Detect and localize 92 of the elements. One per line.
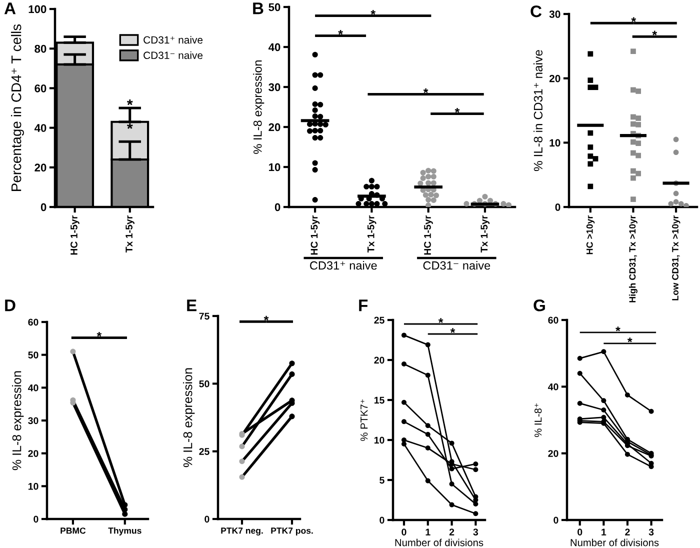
x-axis-title: Number of divisions [395,538,484,546]
annotation: * [438,318,444,323]
x-tick-label: High CD31, Tx >10yr [628,215,638,302]
chart-title: A [4,2,16,14]
y-tick-label: 40 [548,383,558,390]
y-axis-title: % IL-8 expression [253,60,264,154]
y-axis-title: % IL-8 in CD31⁺ naive [534,50,542,172]
y-tick-label: 40 [34,124,46,132]
x-tick-label: 2 [449,528,454,536]
x-tick-label: Tx 1-5yr [480,215,490,253]
y-tick-label: 25 [199,448,210,455]
x-tick-label: 3 [473,528,478,536]
annotation: * [454,108,460,113]
x-tick-label: HC 1-5yr [310,215,320,255]
x-tick-label: HC 1-5yr [70,215,80,255]
x-tick-label: HC >10yr [586,215,595,254]
annotation: * [652,30,658,36]
y-tick-label: 25 [374,316,384,324]
y-axis-title: % IL-8⁺ [534,403,542,437]
x-tick-label: Thymus [108,527,142,536]
x-tick-label: 2 [625,528,630,536]
annotation: * [631,17,636,22]
legend-label: CD31⁺ naive [144,36,203,44]
annotation: * [627,338,632,342]
y-tick-label: 5 [380,476,384,484]
y-tick-label: 60 [28,318,38,326]
annotation: * [616,326,620,332]
y-tick-label: 20 [548,450,558,457]
annotation: * [370,10,376,15]
legend-label: CD31⁻ naive [144,51,203,60]
text: CD31⁻ naive [423,261,490,270]
y-tick-label: 30 [268,83,280,92]
y-tick-label: 0 [274,203,280,212]
y-tick-label: 20 [374,356,384,364]
annotation: * [96,332,102,337]
annotation: * [126,123,133,129]
y-tick-label: 80 [34,44,46,53]
chart-title: F [359,300,368,312]
chart-title: C [530,5,542,18]
text: CD31⁺ naive [310,261,377,270]
y-tick-label: 0 [204,516,210,523]
y-tick-label: 0 [554,516,558,524]
x-tick-label: 0 [402,528,406,536]
x-tick-label: HC 1-5yr [424,215,433,255]
annotation: * [264,316,269,321]
annotation: * [423,88,428,94]
y-tick-label: 20 [34,164,46,172]
y-tick-label: 0 [555,204,560,211]
x-tick-label: Low CD31, Tx >10yr [672,215,680,300]
y-tick-label: 0 [380,516,384,524]
y-axis-title: % PTK7⁺ [360,399,368,441]
y-axis-title: Percentage in CD4⁺ T cells [11,24,24,191]
y-tick-label: 40 [268,43,280,52]
y-tick-label: 60 [34,84,46,92]
y-tick-label: 10 [28,482,38,490]
y-tick-label: 40 [28,384,38,392]
y-tick-label: 0 [40,203,46,212]
x-tick-label: 3 [648,528,654,536]
x-axis-title: Number of divisions [570,538,659,546]
x-tick-label: PBMC [60,528,86,534]
x-tick-label: Tx 1-5yr [126,215,134,253]
annotation: * [126,99,133,106]
chart-title: D [5,300,16,312]
y-tick-label: 75 [199,312,210,320]
y-tick-label: 50 [268,3,280,12]
y-tick-label: 60 [548,316,558,324]
y-tick-label: 20 [268,123,280,132]
annotation: * [338,30,343,35]
y-tick-label: 10 [374,436,384,444]
chart-title: E [187,300,196,312]
annotation: * [450,328,456,333]
y-tick-label: 0 [34,516,38,523]
y-tick-label: 10 [550,139,560,147]
x-tick-label: PTK7 pos. [271,528,313,536]
y-tick-label: 10 [269,163,280,172]
y-tick-label: 50 [199,380,210,388]
y-tick-label: 100 [28,5,46,14]
y-tick-label: 30 [549,10,560,18]
y-axis-title: % IL-8 expression [183,368,195,468]
x-tick-label: Tx 1-5yr [368,215,376,253]
x-tick-label: 1 [602,528,606,536]
y-tick-label: 30 [28,417,38,424]
chart-title: G [534,299,545,312]
y-axis-title: % IL-8 expression [12,371,24,470]
x-tick-label: PTK7 neg. [221,528,263,536]
y-tick-label: 20 [28,450,38,457]
x-tick-label: 0 [578,528,582,536]
chart-title: B [253,2,264,14]
y-tick-label: 20 [549,74,560,82]
y-tick-label: 50 [28,352,38,358]
x-tick-label: 1 [426,528,430,536]
y-tick-label: 15 [374,396,384,404]
